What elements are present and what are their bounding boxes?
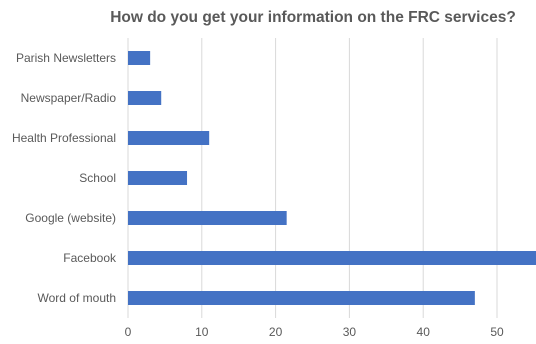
bar xyxy=(128,51,151,65)
x-tick-label: 10 xyxy=(195,325,209,339)
x-tick-label: 50 xyxy=(490,325,504,339)
category-label: Google (website) xyxy=(25,211,116,225)
chart-title: How do you get your information on the F… xyxy=(110,9,516,26)
category-label: Parish Newsletters xyxy=(16,51,116,65)
x-tick-label: 20 xyxy=(269,325,283,339)
category-label: Health Professional xyxy=(12,131,116,145)
x-tick-label: 40 xyxy=(417,325,431,339)
category-label: Word of mouth xyxy=(38,291,116,305)
bar xyxy=(128,211,287,225)
bar xyxy=(128,91,162,105)
bar xyxy=(128,251,536,265)
gridlines xyxy=(127,38,498,318)
x-tick-label: 30 xyxy=(343,325,357,339)
category-labels: Parish Newsletters Newspaper/Radio Health … xyxy=(12,51,117,305)
bar xyxy=(128,171,188,185)
x-axis-tick-labels: 0 10 20 30 40 50 xyxy=(125,325,504,339)
category-label: Facebook xyxy=(63,251,117,265)
x-tick-label: 0 xyxy=(125,325,132,339)
category-label: School xyxy=(79,171,116,185)
category-label: Newspaper/Radio xyxy=(21,91,117,105)
bar xyxy=(128,291,475,305)
bars xyxy=(128,51,536,305)
bar xyxy=(128,131,210,145)
